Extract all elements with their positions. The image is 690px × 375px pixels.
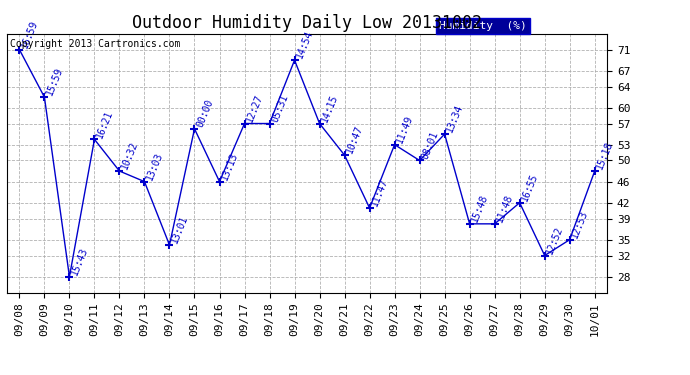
Text: 14:15: 14:15 (319, 93, 340, 123)
Text: 16:21: 16:21 (95, 108, 115, 140)
Text: 13:13: 13:13 (219, 151, 240, 182)
Text: 15:43: 15:43 (70, 246, 90, 277)
Text: 08:01: 08:01 (420, 129, 440, 160)
Text: 13:34: 13:34 (444, 103, 465, 134)
Text: 11:48: 11:48 (495, 193, 515, 224)
Text: 12:27: 12:27 (244, 93, 265, 123)
Text: 15:59: 15:59 (44, 66, 65, 97)
Text: 12:52: 12:52 (544, 225, 565, 255)
Text: 16:59: 16:59 (19, 19, 40, 50)
Text: 16:55: 16:55 (520, 172, 540, 203)
Text: 13:03: 13:03 (144, 151, 165, 182)
Text: Copyright 2013 Cartronics.com: Copyright 2013 Cartronics.com (10, 39, 180, 49)
Text: Humidity  (%): Humidity (%) (439, 21, 527, 31)
Text: 11:49: 11:49 (395, 114, 415, 145)
Title: Outdoor Humidity Daily Low 20131002: Outdoor Humidity Daily Low 20131002 (132, 14, 482, 32)
Text: 15:48: 15:48 (470, 193, 490, 224)
Text: 14:54: 14:54 (295, 29, 315, 60)
Text: 11:47: 11:47 (370, 177, 390, 208)
Text: 15:18: 15:18 (595, 140, 615, 171)
Text: 12:53: 12:53 (570, 209, 590, 240)
Text: 00:00: 00:00 (195, 98, 215, 129)
Text: 13:01: 13:01 (170, 214, 190, 245)
Text: 05:31: 05:31 (270, 93, 290, 123)
Text: 10:47: 10:47 (344, 124, 365, 155)
Text: 10:32: 10:32 (119, 140, 140, 171)
